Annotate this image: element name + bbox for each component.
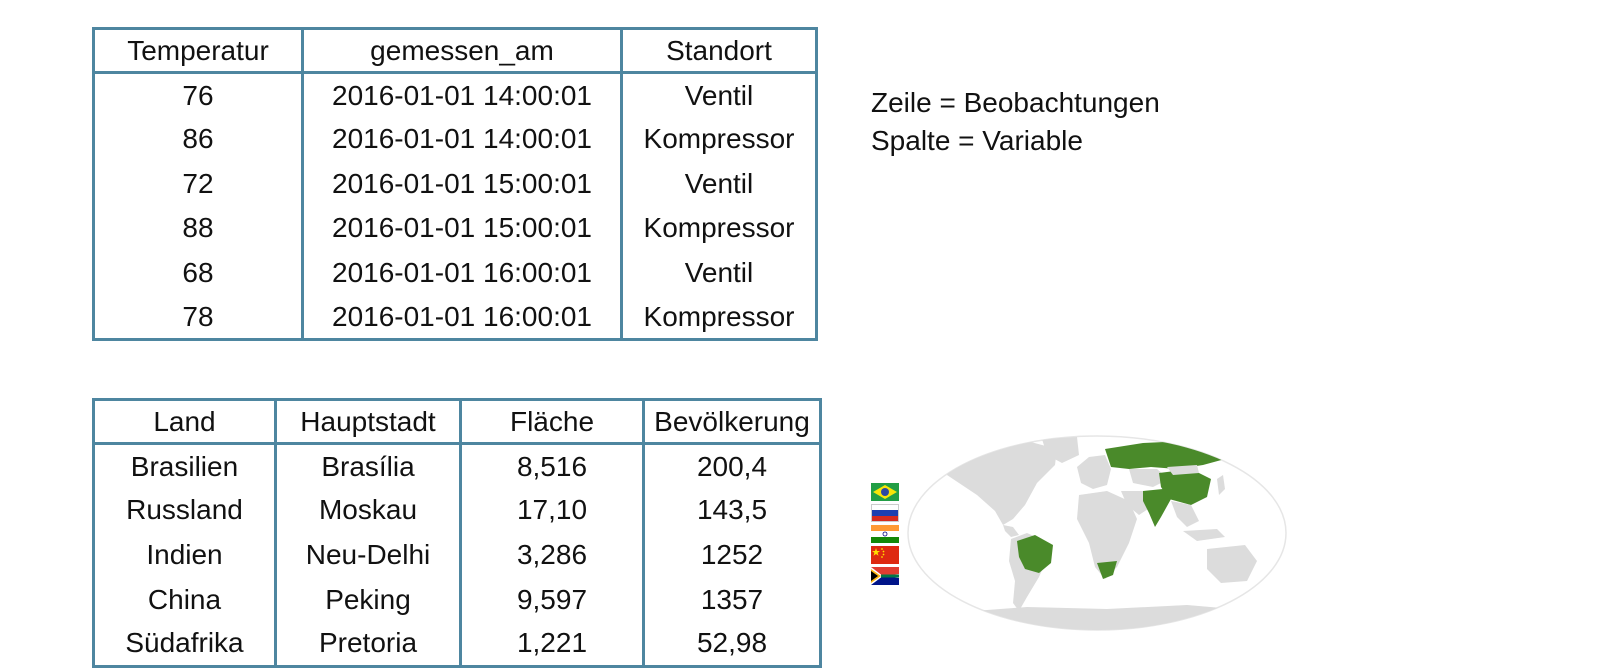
table-cell: Brasilien <box>130 450 239 482</box>
table-cell: 2016-01-01 16:00:01 <box>301 250 622 295</box>
table-cell: 2016-01-01 16:00:01 <box>301 295 622 340</box>
table-cell: 2016-01-01 14:00:01 <box>301 72 622 117</box>
table-row: Südafrika Pretoria 1,221 52,98 <box>94 621 821 667</box>
table-cell: Südafrika <box>125 627 244 659</box>
india-shape <box>1143 489 1171 527</box>
table-row: 68 2016-01-01 16:00:01 Ventil <box>94 250 817 295</box>
table-cell: China <box>147 583 222 615</box>
brics-table: Land Hauptstadt Fläche Bevölkerung Brasi… <box>92 398 822 668</box>
indonesia-shape <box>1183 529 1225 541</box>
column-header: gemessen_am <box>301 28 622 74</box>
table-cell: 88 <box>182 212 214 244</box>
world-map <box>907 435 1287 631</box>
table-cell: 200,4 <box>642 443 821 489</box>
table-cell: Moskau <box>274 488 461 533</box>
table-cell: 1,221 <box>459 621 644 667</box>
table-cell: Indien <box>146 538 223 570</box>
russia-flag-icon <box>871 504 899 522</box>
table-cell: 52,98 <box>642 621 821 667</box>
table-header-row: Land Hauptstadt Fläche Bevölkerung <box>93 399 821 445</box>
table-cell: 17,10 <box>459 488 644 533</box>
table-row: 76 2016-01-01 14:00:01 Ventil <box>94 72 817 117</box>
australia-shape <box>1207 545 1257 583</box>
table-cell: 8,516 <box>459 443 644 489</box>
table-cell: 72 <box>182 167 214 199</box>
japan-shape <box>1217 475 1225 495</box>
table-cell: 2016-01-01 14:00:01 <box>301 117 622 162</box>
table-cell: 86 <box>182 123 214 155</box>
table-cell: Neu-Delhi <box>274 532 461 578</box>
table-cell: 78 <box>182 300 214 332</box>
south-africa-flag-icon <box>871 567 899 585</box>
table-cell: Russland <box>126 494 243 526</box>
table-cell: Kompressor <box>620 206 817 251</box>
north-america-shape <box>947 441 1057 525</box>
central-america-shape <box>1003 525 1019 537</box>
table-cell: Kompressor <box>620 295 817 340</box>
sensor-table: Temperatur gemessen_am Standort 76 2016-… <box>92 27 818 341</box>
table-cell: 143,5 <box>642 488 821 533</box>
column-header: Standort <box>620 28 817 74</box>
table-row: 86 2016-01-01 14:00:01 Kompressor <box>94 117 817 162</box>
table-cell: Ventil <box>620 250 817 295</box>
brics-flags <box>871 483 899 588</box>
table-cell: 9,597 <box>459 577 644 622</box>
table-cell: Peking <box>274 577 461 622</box>
china-flag-icon <box>871 546 899 564</box>
table-row: Brasilien Brasília 8,516 200,4 <box>94 443 821 489</box>
table-cell: Brasília <box>274 443 461 489</box>
table-row: 78 2016-01-01 16:00:01 Kompressor <box>94 295 817 340</box>
table-row: 88 2016-01-01 15:00:01 Kompressor <box>94 206 817 251</box>
column-header: Fläche <box>459 399 644 445</box>
africa-shape <box>1077 491 1137 579</box>
south-africa-shape <box>1097 561 1117 579</box>
table-row: Indien Neu-Delhi 3,286 1252 <box>94 532 821 578</box>
china-shape <box>1159 469 1211 505</box>
table-cell: 2016-01-01 15:00:01 <box>301 161 622 206</box>
brazil-shape <box>1017 535 1053 573</box>
table-cell: 1357 <box>642 577 821 622</box>
table-cell: 76 <box>182 79 214 111</box>
column-header: Bevölkerung <box>642 399 821 445</box>
table-cell: Ventil <box>620 72 817 117</box>
brazil-flag-icon <box>871 483 899 501</box>
table-row: Russland Moskau 17,10 143,5 <box>94 488 821 533</box>
explanation-column-line: Spalte = Variable <box>871 125 1083 156</box>
table-row: China Peking 9,597 1357 <box>94 577 821 622</box>
table-cell: 2016-01-01 15:00:01 <box>301 206 622 251</box>
tidy-data-explanation: Zeile = Beobachtungen Spalte = Variable <box>871 84 1160 160</box>
table-cell: Pretoria <box>274 621 461 667</box>
mongolia-shape <box>1167 465 1199 475</box>
central-asia-shape <box>1129 469 1169 487</box>
column-header: Temperatur <box>93 28 303 74</box>
column-header: Land <box>93 399 276 445</box>
table-cell: Ventil <box>620 161 817 206</box>
table-header-row: Temperatur gemessen_am Standort <box>93 28 817 74</box>
europe-shape <box>1077 455 1111 489</box>
greenland-shape <box>1042 437 1079 463</box>
explanation-row-line: Zeile = Beobachtungen <box>871 87 1160 118</box>
table-cell: 1252 <box>642 532 821 578</box>
table-cell: Kompressor <box>620 117 817 162</box>
table-row: 72 2016-01-01 15:00:01 Ventil <box>94 161 817 206</box>
india-flag-icon <box>871 525 899 543</box>
column-header: Hauptstadt <box>274 399 461 445</box>
table-cell: 3,286 <box>459 532 644 578</box>
southeast-asia-shape <box>1171 501 1199 527</box>
table-cell: 68 <box>182 256 214 288</box>
